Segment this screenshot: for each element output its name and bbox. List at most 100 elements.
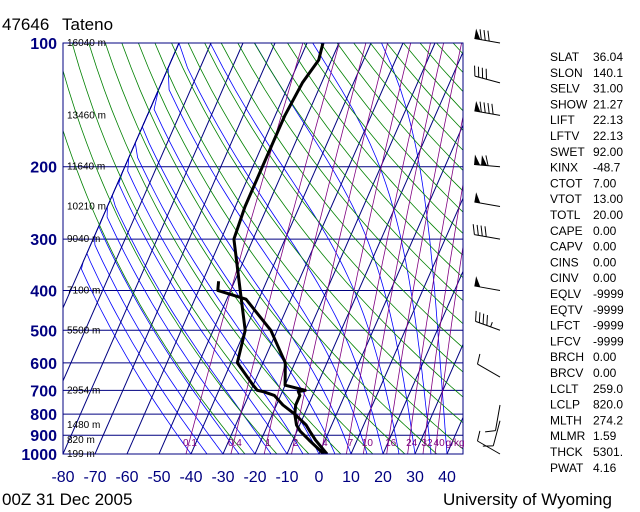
plot-frame [62,42,464,455]
wind-barb-flag [476,353,481,365]
mixing-ratio-line [407,114,463,454]
mixing-ratio-line [320,43,412,454]
index-value: 140.1 [593,66,623,80]
temperature-tick-label: -70 [83,469,106,486]
isotherm-line [382,270,463,454]
index-name: SWET [550,145,585,159]
index-value: 22.13 [593,113,623,127]
height-label: 16040 m [67,38,106,49]
wind-barb-flag [479,101,482,113]
height-label: 10210 m [67,202,106,213]
mixing-ratio-line [346,43,431,454]
index-name: SLON [550,66,583,80]
isotherm-line [350,197,463,454]
wind-barb-flag [475,310,477,322]
index-name: PWAT [550,461,584,475]
height-label: 820 m [67,435,95,446]
index-name: SLAT [550,50,580,64]
sounding-profiles [216,43,329,454]
dry-adiabat-line [204,43,463,373]
index-name: CINS [550,255,579,269]
mixing-ratio-label: 0.1 [183,438,197,449]
temperature-tick-label: 20 [374,469,392,486]
index-name: BRCV [550,366,583,380]
height-label: 1480 m [67,420,100,431]
sounding-series-line [216,281,325,454]
index-name: SHOW [550,97,588,111]
mixing-ratio-line [386,43,462,454]
mixing-ratio-label: 1 [265,438,271,449]
isotherm-line [414,343,463,454]
index-name: TOTL [550,208,581,222]
stability-indices: SLAT 36.04 SLON 140.1 SELV 31.00 SHOW 21.27 LIFT… [550,50,624,475]
wind-barbs [472,28,501,455]
wind-barb-staff [475,320,501,331]
pressure-tick-label: 300 [30,232,57,249]
temperature-tick-label: 0 [315,469,324,486]
wind-barb [474,65,501,84]
pressure-tick-label: 500 [30,323,57,340]
index-value: 22.13 [593,129,623,143]
index-name: LCLT [550,382,579,396]
index-value: 4.16 [593,461,617,475]
mixing-ratio-label: 7 [348,438,354,449]
wind-barb-flag [485,430,496,433]
mixing-ratio-line [434,244,463,454]
index-value: 7.00 [593,176,617,190]
index-name: VTOT [550,192,582,206]
temperature-tick-label: -10 [275,469,298,486]
mixing-ratio-label: 2 [293,438,299,449]
isotherm-line [63,43,244,454]
index-value: 0.00 [593,366,617,380]
wind-barb-pennant [474,192,481,204]
temperature-tick-label: -80 [51,469,74,486]
index-name: LFCT [550,319,581,333]
height-label: 2954 m [67,385,100,396]
temperature-tick-label: -60 [115,469,138,486]
dry-adiabat-line [63,69,278,454]
index-value: -9999 [593,287,624,301]
index-value: -9999 [593,334,624,348]
index-value: 820.0 [593,398,623,412]
moist-adiabat-line [134,43,320,454]
moist-adiabat-line [153,43,352,454]
dry-adiabat-line [187,43,463,398]
index-value: 36.04 [593,50,623,64]
index-value: 0.00 [593,240,617,254]
wind-barb-half-flag [490,321,493,328]
moist-adiabat-line [209,43,400,454]
dry-adiabat-line [88,43,342,454]
index-value: -9999 [593,319,624,333]
wind-barb [474,101,501,116]
wind-barb-staff [474,37,501,44]
dry-adiabat-line [104,43,374,454]
wind-barb [474,192,501,208]
mixing-ratio-label: 10 [362,438,374,449]
index-name: SELV [550,82,580,96]
dry-adiabat-line [171,43,463,424]
wind-barb-staff [492,420,501,446]
sounding-time: 00Z 31 Dec 2005 [2,490,132,509]
height-label: 7100 m [67,285,100,296]
index-value: 20.00 [593,208,623,222]
dry-adiabat-line [287,43,463,256]
isotherm-line [63,43,212,383]
index-value: -9999 [593,303,624,317]
wind-barb [474,276,501,291]
moist-adiabat-line [86,43,208,454]
wind-barb-pennant [474,28,481,40]
mixing-ratio-line [422,181,463,454]
moist-adiabat-line [167,43,368,454]
index-name: CINV [550,271,579,285]
index-name: KINX [550,161,578,175]
mixing-ratio-line [230,43,340,454]
pressure-tick-label: 200 [30,160,57,177]
height-label: 199 m [67,449,95,460]
index-name: EQTV [550,303,583,317]
mixing-ratio-label: g/kg [446,438,465,449]
mixing-ratio-lines [185,43,463,454]
mixing-ratio-label: 24 [406,438,418,449]
mixing-ratio-label: 0.4 [228,438,242,449]
station-id: 47646 [2,15,49,34]
